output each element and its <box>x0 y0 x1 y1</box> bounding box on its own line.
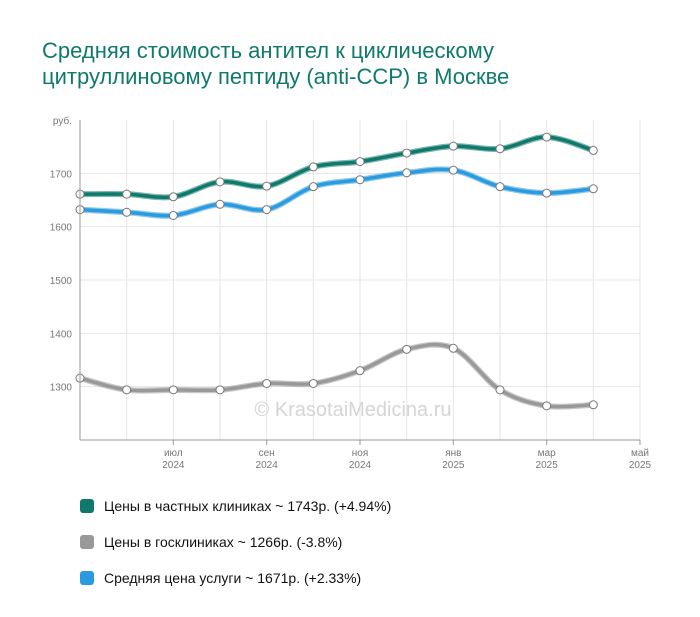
data-point <box>402 148 412 158</box>
y-tick-label: 1500 <box>50 276 73 287</box>
data-point <box>402 168 412 178</box>
y-tick-label: 1300 <box>50 383 73 394</box>
x-tick-label: ноя <box>352 448 369 459</box>
data-point <box>308 378 318 388</box>
legend-item-private[interactable]: Цены в частных клиниках ~ 1743р. (+4.94%… <box>80 488 391 524</box>
data-point <box>542 188 552 198</box>
legend: Цены в частных клиниках ~ 1743р. (+4.94%… <box>80 488 391 596</box>
data-point <box>168 210 178 220</box>
series-line-shadow-2 <box>77 166 597 219</box>
legend-label-private: Цены в частных клиниках ~ 1743р. (+4.94%… <box>104 498 392 514</box>
y-axis-unit-label: руб. <box>53 115 72 127</box>
x-tick-label: янв <box>445 448 461 459</box>
legend-item-public[interactable]: Цены в госклиниках ~ 1266р. (-3.8%) <box>80 524 391 560</box>
watermark: © KrasotaiMedicina.ru <box>254 399 451 421</box>
data-point <box>588 145 598 155</box>
data-point <box>495 182 505 192</box>
data-point <box>448 141 458 151</box>
line-chart: © KrasotaiMedicina.ru 1300 1400 1500 1600 17… <box>50 115 652 471</box>
data-point <box>402 344 412 354</box>
legend-label-average: Средняя цена услуги ~ 1671р. (+2.33%) <box>104 570 362 586</box>
data-point <box>588 184 598 194</box>
legend-swatch-average <box>80 571 94 585</box>
y-tick-label: 1600 <box>50 223 73 234</box>
data-point <box>215 177 225 187</box>
x-tick-year-label: 2024 <box>349 460 372 471</box>
data-point <box>262 181 272 191</box>
data-point <box>308 162 318 172</box>
x-tick-label: сен <box>259 448 275 459</box>
data-point <box>542 401 552 411</box>
x-tick-year-label: 2025 <box>629 460 652 471</box>
data-point <box>262 205 272 215</box>
x-tick-year-label: 2025 <box>442 460 465 471</box>
data-point <box>542 132 552 142</box>
x-tick-label: июл <box>164 448 183 459</box>
data-point <box>355 175 365 185</box>
data-point <box>122 207 132 217</box>
data-point <box>495 144 505 154</box>
legend-swatch-public <box>80 535 94 549</box>
y-tick-label: 1400 <box>50 329 73 340</box>
chart-title: Средняя стоимость антител к циклическому… <box>42 38 510 89</box>
x-tick-year-label: 2024 <box>256 460 279 471</box>
data-point <box>122 385 132 395</box>
data-point <box>448 165 458 175</box>
data-point <box>215 385 225 395</box>
x-tick-label: май <box>631 448 649 459</box>
y-tick-label: 1700 <box>50 169 73 180</box>
data-point <box>588 400 598 410</box>
data-point <box>262 378 272 388</box>
data-point <box>355 366 365 376</box>
data-point <box>355 157 365 167</box>
data-point <box>168 192 178 202</box>
data-point <box>168 385 178 395</box>
legend-label-public: Цены в госклиниках ~ 1266р. (-3.8%) <box>104 534 343 550</box>
data-point <box>448 343 458 353</box>
x-tick-label: мар <box>538 448 556 459</box>
x-tick-year-label: 2025 <box>536 460 559 471</box>
data-point <box>495 385 505 395</box>
legend-item-average[interactable]: Средняя цена услуги ~ 1671р. (+2.33%) <box>80 560 391 596</box>
x-tick-year-label: 2024 <box>162 460 185 471</box>
data-point <box>122 189 132 199</box>
data-point <box>215 199 225 209</box>
legend-swatch-private <box>80 499 94 513</box>
data-point <box>308 182 318 192</box>
